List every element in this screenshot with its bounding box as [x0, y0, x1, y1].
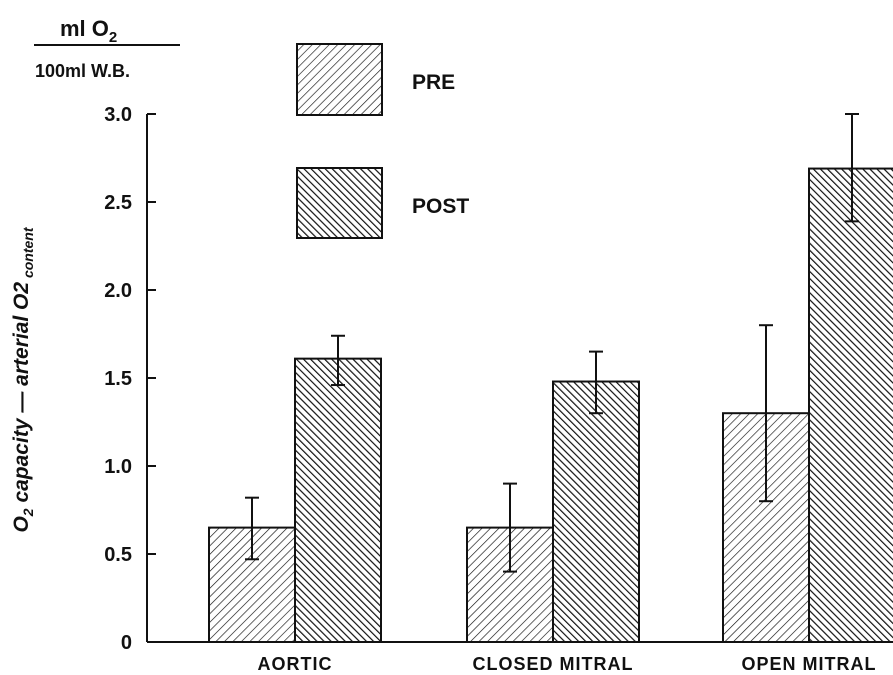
- legend-label-pre: PRE: [412, 71, 455, 94]
- x-tick-label: AORTIC: [258, 654, 333, 674]
- bars: [208, 113, 893, 644]
- x-tick-labels: AORTIC CLOSED MITRAL OPEN MITRAL: [258, 654, 877, 674]
- units-denominator: 100ml W.B.: [35, 61, 130, 81]
- units-label: ml O2 100ml W.B.: [34, 16, 180, 81]
- y-tick-label: 1.5: [104, 368, 132, 390]
- bar-post-1: [552, 380, 640, 643]
- y-tick-label: 2.5: [104, 192, 132, 214]
- y-tick-label: 0.5: [104, 544, 132, 566]
- units-numerator: ml O2: [60, 16, 117, 46]
- legend-swatch-pre: [296, 43, 383, 116]
- y-tick-label: 0: [121, 632, 132, 654]
- y-tick-label: 2.0: [104, 280, 132, 302]
- x-tick-label: OPEN MITRAL: [742, 654, 877, 674]
- bar-post-2: [808, 167, 893, 643]
- y-tick-label: 3.0: [104, 104, 132, 126]
- bar-post-0: [294, 357, 382, 643]
- legend-swatch-post: [296, 167, 383, 239]
- legend: PRE POST: [296, 43, 469, 239]
- legend-label-post: POST: [412, 195, 469, 218]
- y-tick-label: 1.0: [104, 456, 132, 478]
- x-tick-label: CLOSED MITRAL: [473, 654, 634, 674]
- y-axis-label: O2 capacity — arterial O2 content: [10, 226, 36, 532]
